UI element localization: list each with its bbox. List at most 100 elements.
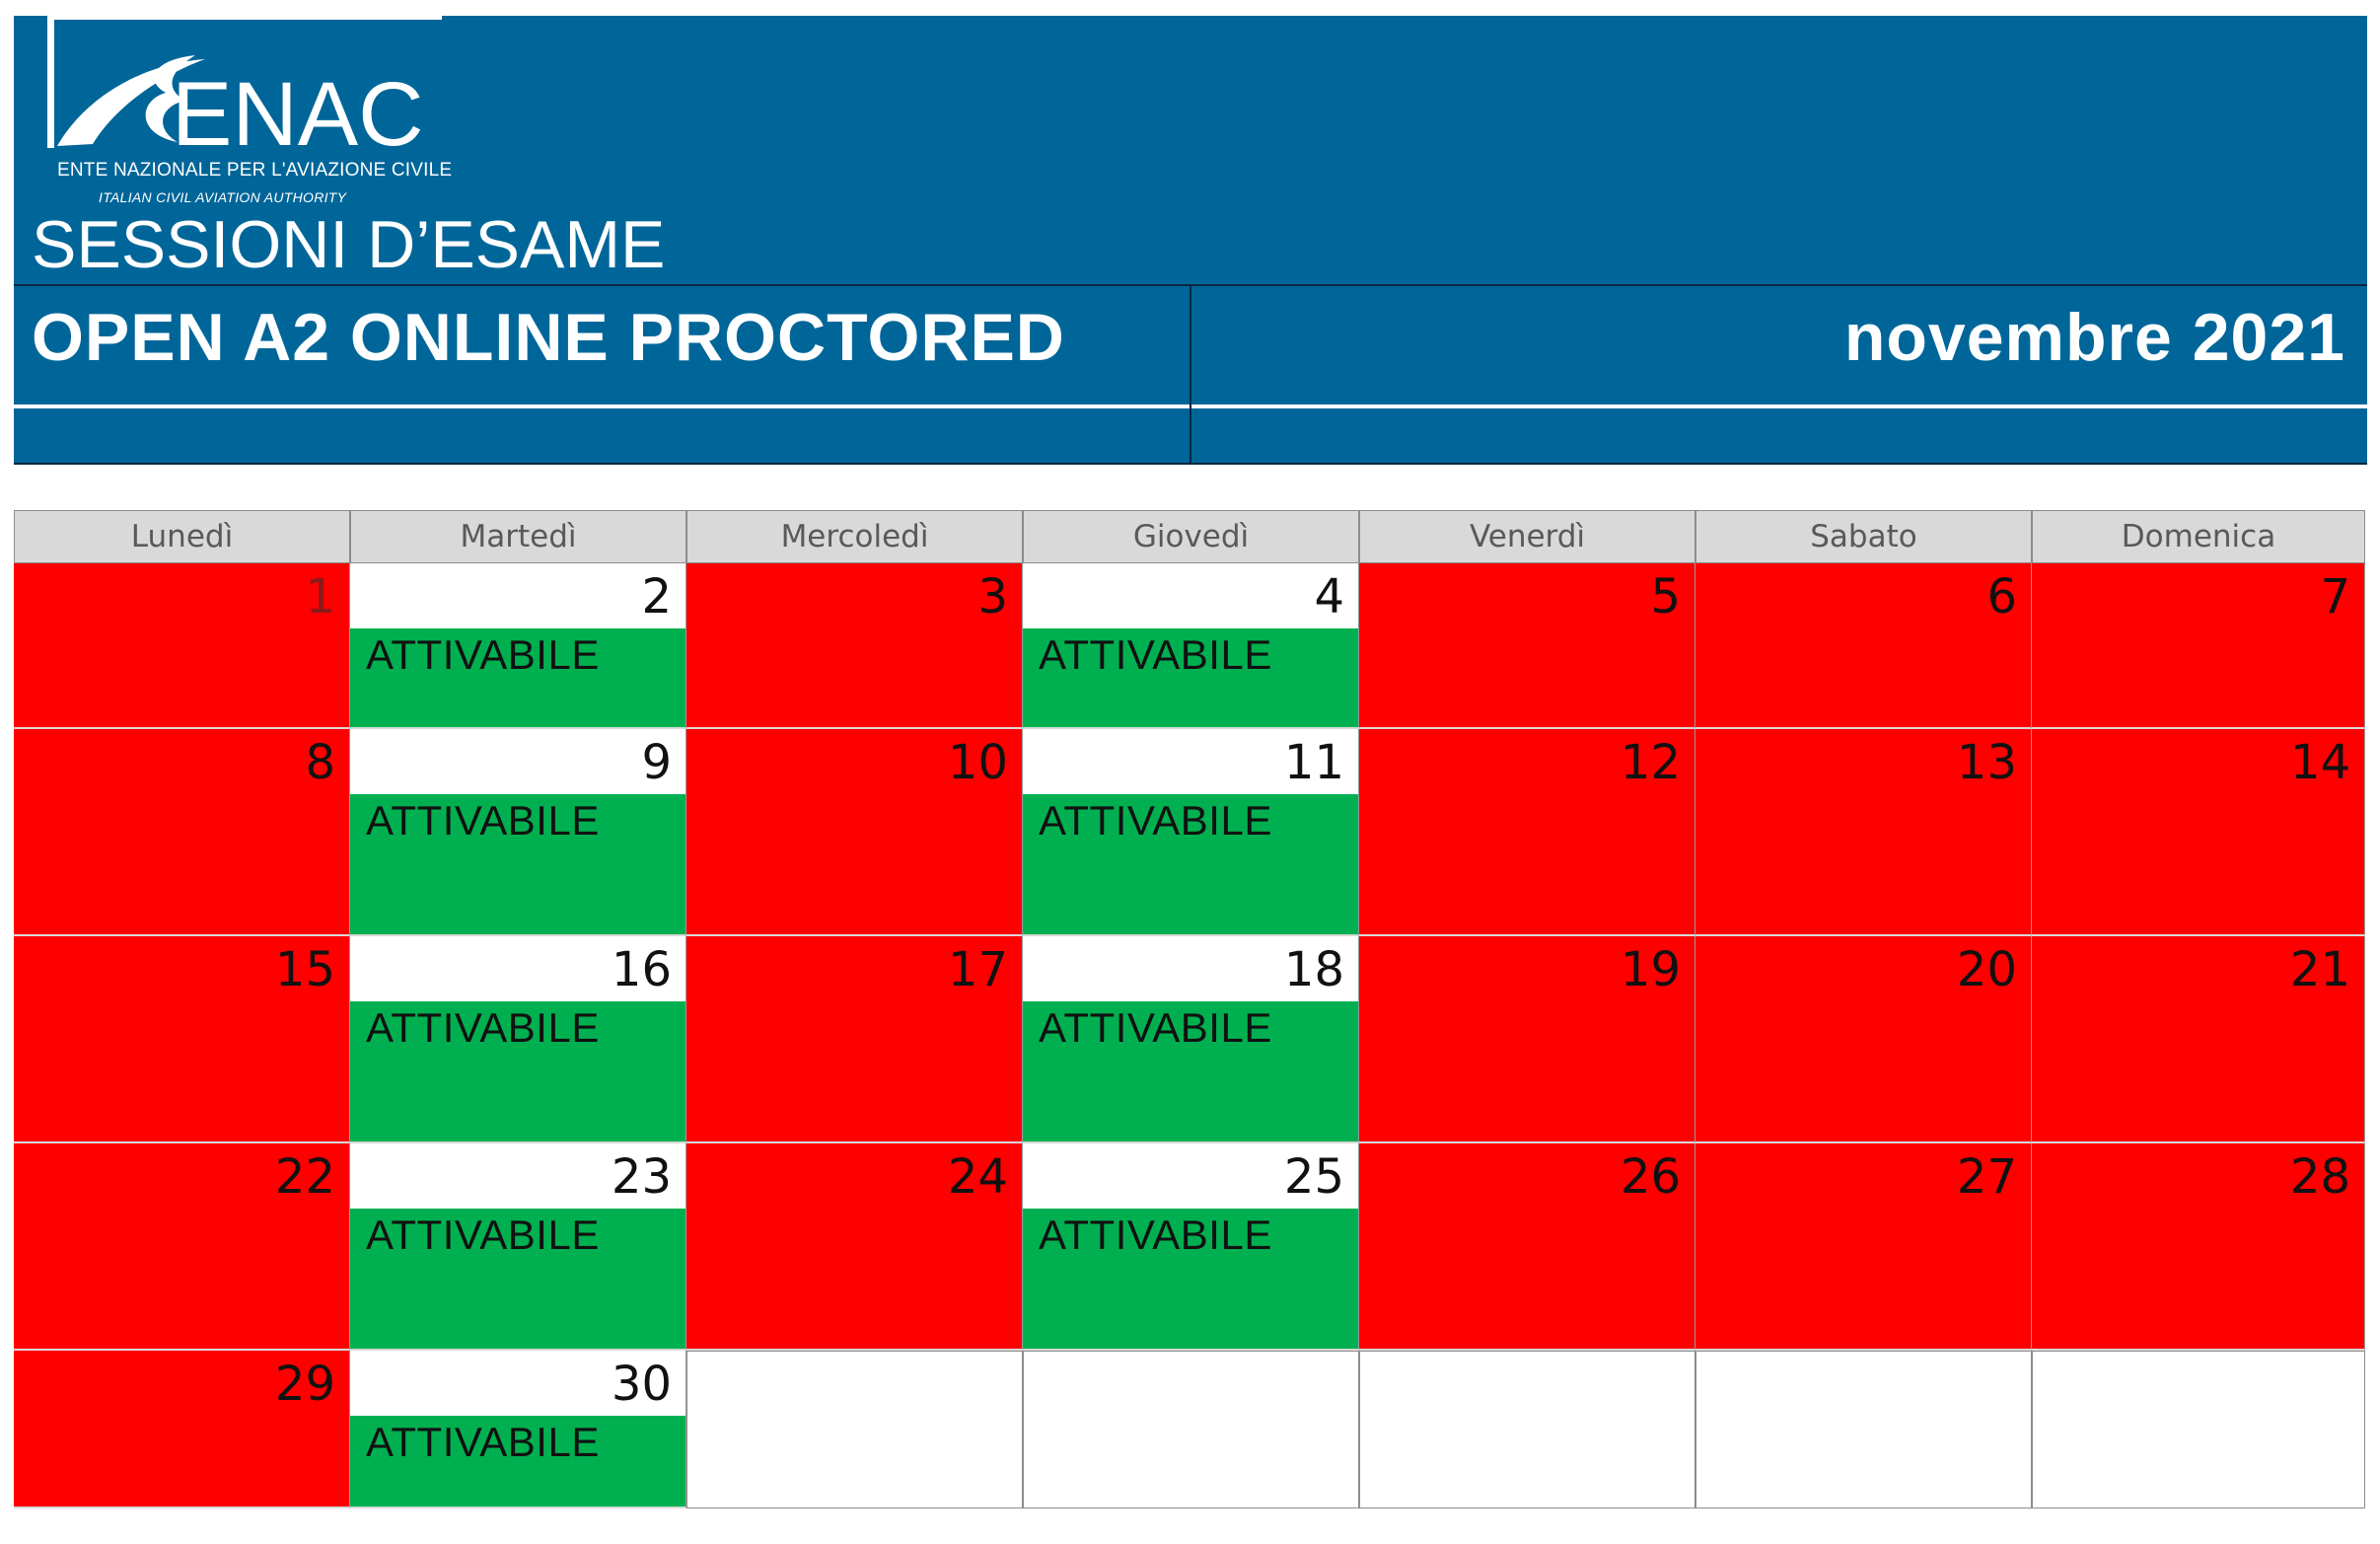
day-number: 16 bbox=[611, 942, 672, 997]
page-title: OPEN A2 ONLINE PROCTORED bbox=[32, 300, 1065, 375]
calendar-day-cell: 9 ATTIVABILE bbox=[350, 729, 686, 936]
status-badge: ATTIVABILE bbox=[366, 631, 600, 678]
calendar-day-cell: 3 bbox=[686, 563, 1023, 729]
calendar-day-cell: 6 bbox=[1695, 563, 2032, 729]
status-badge: ATTIVABILE bbox=[1039, 797, 1272, 844]
day-number: 27 bbox=[1956, 1149, 2017, 1205]
day-number-strip bbox=[350, 1143, 685, 1209]
day-number: 2 bbox=[641, 569, 672, 625]
calendar-day-cell: 26 bbox=[1359, 1143, 1695, 1351]
calendar-grid: Lunedì Martedì Mercoledì Giovedì Venerdì Saba… bbox=[14, 510, 2365, 1508]
day-number: 20 bbox=[1956, 942, 2017, 997]
calendar-day-cell: 1 bbox=[14, 563, 350, 729]
page-subtitle: SESSIONI D’ESAME bbox=[32, 207, 666, 282]
calendar-day-cell: 10 bbox=[686, 729, 1023, 936]
day-number: 19 bbox=[1620, 942, 1681, 997]
calendar-day-cell: 25 ATTIVABILE bbox=[1023, 1143, 1359, 1351]
calendar-day-cell: 12 bbox=[1359, 729, 1695, 936]
calendar-day-cell: 11 ATTIVABILE bbox=[1023, 729, 1359, 936]
day-number: 14 bbox=[2289, 735, 2350, 790]
status-badge: ATTIVABILE bbox=[1039, 631, 1272, 678]
calendar-day-empty bbox=[1023, 1351, 1359, 1508]
day-number: 29 bbox=[274, 1357, 335, 1412]
weekday-header: Venerdì bbox=[1359, 510, 1695, 563]
calendar-day-cell: 20 bbox=[1695, 936, 2032, 1143]
weekday-header: Giovedì bbox=[1023, 510, 1359, 563]
title-band-divider bbox=[1190, 284, 1191, 464]
day-number-strip bbox=[350, 729, 685, 794]
month-label: novembre 2021 bbox=[1843, 300, 2345, 375]
weekday-header: Domenica bbox=[2032, 510, 2365, 563]
calendar-day-cell: 24 bbox=[686, 1143, 1023, 1351]
day-number: 8 bbox=[305, 735, 335, 790]
day-number: 26 bbox=[1620, 1149, 1681, 1205]
calendar-day-cell: 16 ATTIVABILE bbox=[350, 936, 686, 1143]
calendar-day-cell: 28 bbox=[2032, 1143, 2365, 1351]
logo-line-2: ITALIAN CIVIL AVIATION AUTHORITY bbox=[99, 189, 347, 205]
weekday-header: Lunedì bbox=[14, 510, 350, 563]
day-number: 13 bbox=[1956, 735, 2017, 790]
calendar-day-cell: 18 ATTIVABILE bbox=[1023, 936, 1359, 1143]
calendar-day-empty bbox=[1695, 1351, 2032, 1508]
status-badge: ATTIVABILE bbox=[366, 1212, 600, 1258]
day-number: 21 bbox=[2289, 942, 2350, 997]
day-number: 30 bbox=[611, 1357, 672, 1412]
day-number-strip bbox=[350, 1351, 685, 1416]
day-number: 5 bbox=[1650, 569, 1681, 625]
day-number: 6 bbox=[1986, 569, 2017, 625]
calendar-day-cell: 13 bbox=[1695, 729, 2032, 936]
calendar-day-cell: 23 ATTIVABILE bbox=[350, 1143, 686, 1351]
calendar-day-cell: 30 ATTIVABILE bbox=[350, 1351, 686, 1508]
calendar-day-cell: 22 bbox=[14, 1143, 350, 1351]
day-number-strip bbox=[350, 563, 685, 628]
weekday-header: Mercoledì bbox=[686, 510, 1023, 563]
calendar-day-cell: 21 bbox=[2032, 936, 2365, 1143]
calendar-day-cell: 2 ATTIVABILE bbox=[350, 563, 686, 729]
calendar-day-empty bbox=[2032, 1351, 2365, 1508]
day-number: 7 bbox=[2320, 569, 2350, 625]
calendar-day-cell: 4 ATTIVABILE bbox=[1023, 563, 1359, 729]
day-number-strip bbox=[1023, 936, 1358, 1001]
calendar-day-cell: 27 bbox=[1695, 1143, 2032, 1351]
calendar-day-cell: 17 bbox=[686, 936, 1023, 1143]
calendar-day-empty bbox=[1359, 1351, 1695, 1508]
day-number: 12 bbox=[1620, 735, 1681, 790]
day-number-strip bbox=[350, 936, 685, 1001]
day-number: 17 bbox=[947, 942, 1008, 997]
status-badge: ATTIVABILE bbox=[1039, 1212, 1272, 1258]
calendar-week-row: 29 30 ATTIVABILE bbox=[14, 1351, 2365, 1508]
logo-line-1: ENTE NAZIONALE PER L'AVIAZIONE CIVILE bbox=[57, 160, 453, 181]
calendar-day-cell: 15 bbox=[14, 936, 350, 1143]
day-number: 22 bbox=[274, 1149, 335, 1205]
enac-logo: ENAC ENTE NAZIONALE PER L'AVIAZIONE CIVI… bbox=[47, 16, 452, 209]
calendar-day-cell: 5 bbox=[1359, 563, 1695, 729]
calendar-day-cell: 19 bbox=[1359, 936, 1695, 1143]
day-number: 3 bbox=[977, 569, 1008, 625]
status-badge: ATTIVABILE bbox=[366, 1419, 600, 1465]
day-number: 18 bbox=[1283, 942, 1344, 997]
calendar-weeks: 1 2 ATTIVABILE 3 4 ATTIVABILE 5 6 7 8 9 ATTIVABILE 1… bbox=[14, 563, 2365, 1508]
calendar-week-row: 1 2 ATTIVABILE 3 4 ATTIVABILE 5 6 7 bbox=[14, 563, 2365, 729]
day-number-strip bbox=[1023, 729, 1358, 794]
weekday-header: Martedì bbox=[350, 510, 686, 563]
day-number: 11 bbox=[1283, 735, 1344, 790]
calendar-day-empty bbox=[686, 1351, 1023, 1508]
calendar-day-cell: 29 bbox=[14, 1351, 350, 1508]
day-number: 4 bbox=[1314, 569, 1344, 625]
day-number: 25 bbox=[1283, 1149, 1344, 1205]
calendar-day-cell: 14 bbox=[2032, 729, 2365, 936]
logo-wordmark: ENAC bbox=[172, 64, 424, 165]
day-number-strip bbox=[1023, 1143, 1358, 1209]
day-number-strip bbox=[1023, 563, 1358, 628]
calendar-week-row: 22 23 ATTIVABILE 24 25 ATTIVABILE 26 27 28 bbox=[14, 1143, 2365, 1351]
status-badge: ATTIVABILE bbox=[366, 1004, 600, 1051]
calendar-week-row: 8 9 ATTIVABILE 10 11 ATTIVABILE 12 13 14 bbox=[14, 729, 2365, 936]
day-number: 15 bbox=[274, 942, 335, 997]
title-band-bottom-rule bbox=[14, 463, 2367, 465]
calendar-week-row: 15 16 ATTIVABILE 17 18 ATTIVABILE 19 20 21 bbox=[14, 936, 2365, 1143]
status-badge: ATTIVABILE bbox=[1039, 1004, 1272, 1051]
day-number: 10 bbox=[947, 735, 1008, 790]
day-number: 24 bbox=[947, 1149, 1008, 1205]
enac-logo-mark-icon bbox=[47, 16, 442, 148]
calendar-day-cell: 7 bbox=[2032, 563, 2365, 729]
